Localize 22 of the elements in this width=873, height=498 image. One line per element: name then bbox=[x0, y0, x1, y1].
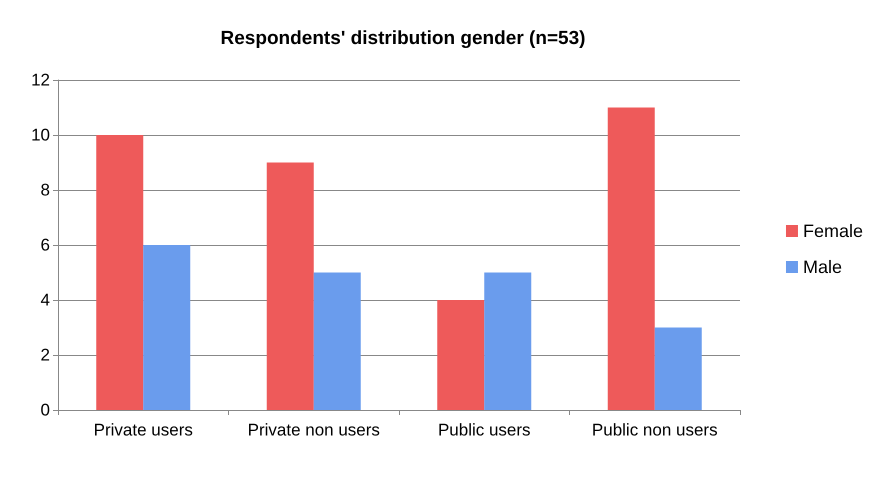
x-tick-label: Public non users bbox=[592, 420, 718, 440]
y-tick-label: 2 bbox=[40, 346, 50, 364]
bar bbox=[266, 162, 314, 410]
y-tick-label: 12 bbox=[31, 70, 50, 90]
chart-title: Respondents' distribution gender (n=53) bbox=[220, 28, 586, 49]
y-tick-label: 0 bbox=[40, 400, 50, 420]
legend-label: Female bbox=[802, 221, 864, 241]
x-tick-label: Private users bbox=[94, 420, 193, 440]
y-tick-label: 10 bbox=[31, 126, 50, 144]
x-tick-label: Public users bbox=[438, 420, 531, 440]
bar bbox=[484, 272, 532, 410]
bar bbox=[608, 108, 655, 410]
bar bbox=[143, 245, 190, 410]
bar bbox=[654, 328, 702, 410]
bar bbox=[96, 135, 144, 410]
bar bbox=[314, 272, 361, 410]
y-tick-label: 6 bbox=[40, 236, 50, 254]
legend-label: Male bbox=[802, 257, 842, 277]
y-tick-label: 4 bbox=[40, 290, 50, 310]
y-tick-label: 8 bbox=[40, 180, 50, 200]
x-tick-label: Private non users bbox=[248, 420, 380, 440]
bar bbox=[437, 300, 484, 410]
